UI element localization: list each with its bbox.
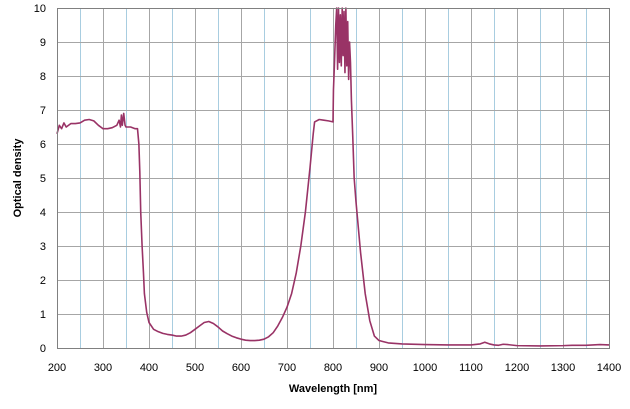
x-tick-label: 800 bbox=[324, 362, 342, 374]
y-tick-label: 10 bbox=[34, 3, 46, 15]
x-tick-label: 1100 bbox=[459, 362, 483, 374]
major-gridlines bbox=[57, 8, 609, 348]
x-tick-label: 200 bbox=[48, 362, 66, 374]
y-axis-title: Optical density bbox=[12, 138, 24, 218]
series-line-0 bbox=[56, 7, 610, 347]
y-tick-labels: 0 1 2 3 4 5 6 7 8 9 10 bbox=[34, 3, 46, 355]
x-tick-label: 1400 bbox=[597, 362, 621, 374]
x-tick-label: 1000 bbox=[413, 362, 437, 374]
x-tick-label: 600 bbox=[232, 362, 250, 374]
series-layer bbox=[56, 7, 610, 347]
x-tick-label: 700 bbox=[278, 362, 296, 374]
x-tick-label: 300 bbox=[94, 362, 112, 374]
plot-border bbox=[57, 8, 610, 349]
y-tick-label: 3 bbox=[40, 241, 46, 253]
y-tick-label: 4 bbox=[40, 207, 46, 219]
x-axis-title: Wavelength [nm] bbox=[289, 383, 378, 395]
y-tick-label: 8 bbox=[40, 71, 46, 83]
x-tick-label: 1300 bbox=[551, 362, 575, 374]
y-tick-label: 0 bbox=[40, 343, 46, 355]
x-tick-label: 1200 bbox=[505, 362, 529, 374]
x-tick-label: 900 bbox=[370, 362, 388, 374]
x-tick-labels: 200 300 400 500 600 700 800 900 1000 1100 1200 1300… bbox=[48, 362, 621, 374]
y-tick-label: 6 bbox=[40, 139, 46, 151]
y-tick-label: 5 bbox=[40, 173, 46, 185]
y-tick-label: 2 bbox=[40, 275, 46, 287]
y-tick-label: 9 bbox=[40, 37, 46, 49]
x-tick-label: 400 bbox=[140, 362, 158, 374]
x-tick-label: 500 bbox=[186, 362, 204, 374]
y-tick-label: 1 bbox=[40, 309, 46, 321]
y-tick-label: 7 bbox=[40, 105, 46, 117]
